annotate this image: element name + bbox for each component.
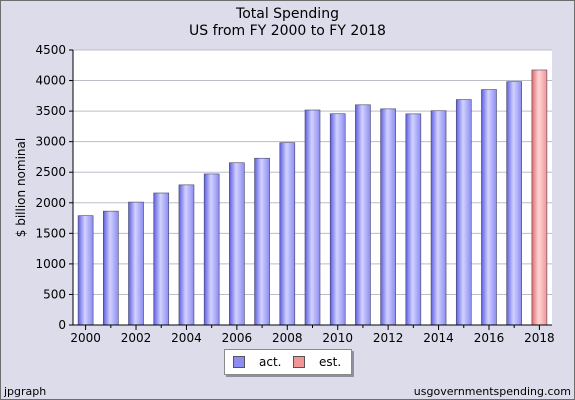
y-axis-label: $ billion nominal <box>14 138 28 237</box>
legend-swatch-estimate <box>293 356 305 368</box>
y-tick-label-1500: 1500 <box>35 226 66 240</box>
bar-act-2012 <box>380 108 396 326</box>
y-tick-label-4500: 4500 <box>35 43 66 57</box>
bar-act-2015 <box>455 99 472 326</box>
legend-label-estimate: est. <box>319 355 342 369</box>
y-tick-label-3500: 3500 <box>35 104 66 118</box>
legend: act. est. <box>224 349 352 375</box>
y-tick-label-3000: 3000 <box>35 135 66 149</box>
bar-act-2017 <box>506 81 522 326</box>
bar-act-2008 <box>279 142 296 326</box>
bar-act-2007 <box>254 157 270 326</box>
x-tick-label-2002: 2002 <box>121 331 152 345</box>
x-tick-label-2010: 2010 <box>322 331 353 345</box>
y-tick-label-500: 500 <box>43 287 66 301</box>
bar-act-2016 <box>481 89 497 326</box>
footer-credit-right: usgovernmentspending.com <box>413 385 571 398</box>
y-tick-label-2500: 2500 <box>35 165 66 179</box>
x-tick-label-2006: 2006 <box>222 331 253 345</box>
bar-est-2018 <box>531 69 548 326</box>
x-tick-label-2018: 2018 <box>524 331 555 345</box>
bar-act-2013 <box>405 113 422 326</box>
bar-act-2010 <box>329 113 346 326</box>
x-tick-label-2000: 2000 <box>70 331 101 345</box>
y-tick-label-1000: 1000 <box>35 257 66 271</box>
chart-subtitle: US from FY 2000 to FY 2018 <box>189 23 386 39</box>
bar-act-2001 <box>103 210 119 326</box>
bar-act-2003 <box>153 192 170 326</box>
bar-act-2004 <box>178 184 195 326</box>
bar-act-2000 <box>77 215 94 326</box>
x-tick-label-2008: 2008 <box>272 331 303 345</box>
chart-title: Total Spending <box>236 6 339 22</box>
legend-label-actual: act. <box>259 355 282 369</box>
x-tick-label-2014: 2014 <box>423 331 454 345</box>
x-tick-label-2016: 2016 <box>474 331 505 345</box>
footer-credit-left: jpgraph <box>4 385 47 398</box>
bar-act-2002 <box>128 201 144 326</box>
legend-swatch-actual <box>233 356 245 368</box>
x-tick-label-2004: 2004 <box>171 331 202 345</box>
bar-act-2005 <box>203 173 220 326</box>
y-tick-label-0: 0 <box>58 318 66 332</box>
bar-act-2014 <box>430 110 447 326</box>
bar-act-2009 <box>304 109 321 326</box>
x-tick-label-2012: 2012 <box>373 331 404 345</box>
bar-act-2011 <box>355 104 371 326</box>
bar-act-2006 <box>229 162 245 326</box>
y-tick-label-2000: 2000 <box>35 196 66 210</box>
y-tick-label-4000: 4000 <box>35 74 66 88</box>
